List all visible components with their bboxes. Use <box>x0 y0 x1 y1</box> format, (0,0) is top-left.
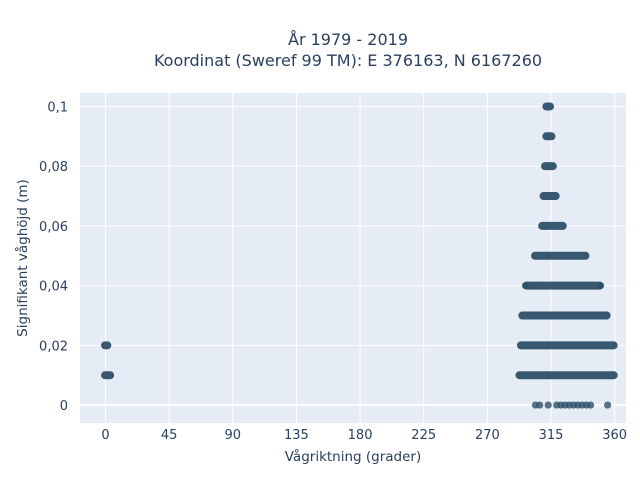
y-tick-label: 0,1 <box>47 100 68 115</box>
y-tick-label: 0,06 <box>39 220 68 235</box>
y-tick-label: 0,08 <box>39 160 68 175</box>
x-ticks: 0 45 90 135 180 225 270 315 360 <box>101 428 627 443</box>
chart-title-line2: Koordinat (Sweref 99 TM): E 376163, N 61… <box>154 51 542 70</box>
data-point-cluster <box>101 341 112 350</box>
data-point-cluster <box>540 162 557 171</box>
y-axis-label: Signifikant våghöjd (m) <box>14 179 31 337</box>
data-points <box>101 102 618 409</box>
x-tick-label: 45 <box>161 428 178 443</box>
y-tick-label: 0 <box>60 399 68 414</box>
x-tick-label: 0 <box>101 428 109 443</box>
data-point-cluster <box>542 132 556 141</box>
x-axis-label: Vågriktning (grader) <box>285 448 422 465</box>
y-tick-label: 0,02 <box>39 339 68 354</box>
chart-title-line1: År 1979 - 2019 <box>288 30 408 49</box>
data-point-cluster <box>531 251 590 260</box>
data-point <box>521 282 530 290</box>
y-tick-label: 0,04 <box>39 280 68 295</box>
data-point <box>536 401 544 409</box>
y-ticks: 0 0,02 0,04 0,06 0,08 0,1 <box>39 100 68 414</box>
data-point <box>587 401 595 409</box>
data-point <box>544 401 552 409</box>
data-point-cluster <box>539 192 560 201</box>
data-point-cluster <box>101 371 115 380</box>
data-point-cluster <box>542 102 555 111</box>
x-tick-label: 270 <box>475 428 500 443</box>
data-point-cluster <box>522 281 604 290</box>
x-tick-label: 135 <box>284 428 309 443</box>
x-tick-label: 180 <box>348 428 373 443</box>
data-point-cluster <box>518 311 611 320</box>
data-point-cluster <box>516 341 618 350</box>
data-point-cluster <box>538 221 567 230</box>
x-tick-label: 225 <box>411 428 436 443</box>
data-point <box>596 282 605 290</box>
x-tick-label: 90 <box>224 428 241 443</box>
data-point <box>604 401 612 409</box>
x-tick-label: 360 <box>602 428 627 443</box>
data-point-cluster <box>515 371 618 380</box>
x-tick-label: 315 <box>539 428 564 443</box>
